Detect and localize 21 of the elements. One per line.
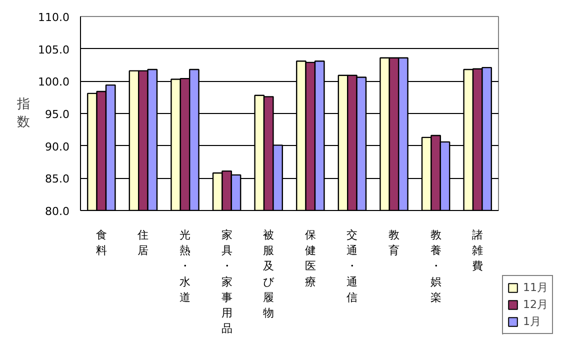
y-axis-title: 指数 — [16, 97, 30, 130]
legend-label: 1月 — [523, 314, 542, 329]
y-tick-label: 100.0 — [38, 76, 70, 89]
y-tick-label: 90.0 — [45, 140, 70, 154]
x-tick-label: 住居 — [138, 228, 149, 258]
x-tick-label: 食料 — [96, 228, 107, 258]
legend-label: 11月 — [523, 280, 548, 295]
y-tick-label: 110.0 — [38, 11, 70, 24]
x-tick-label: 諸雑費 — [472, 228, 484, 273]
x-tick-label: 光熱・水道 — [180, 228, 190, 304]
x-tick-label: 保健医療 — [304, 228, 316, 288]
y-tick-label: 80.0 — [45, 205, 70, 218]
legend-label: 12月 — [523, 297, 548, 312]
y-tick-label: 105.0 — [38, 43, 70, 56]
x-tick-label: 交通・通信 — [346, 228, 358, 304]
x-tick-label: 教育 — [388, 228, 400, 258]
y-tick-label: 85.0 — [45, 172, 70, 186]
x-tick-label: 被服及び履物 — [263, 228, 276, 320]
y-tick-label: 95.0 — [45, 108, 70, 121]
x-tick-label: 教養・娯楽 — [430, 228, 442, 304]
x-tick-label: 家具・家事用品 — [221, 228, 232, 336]
